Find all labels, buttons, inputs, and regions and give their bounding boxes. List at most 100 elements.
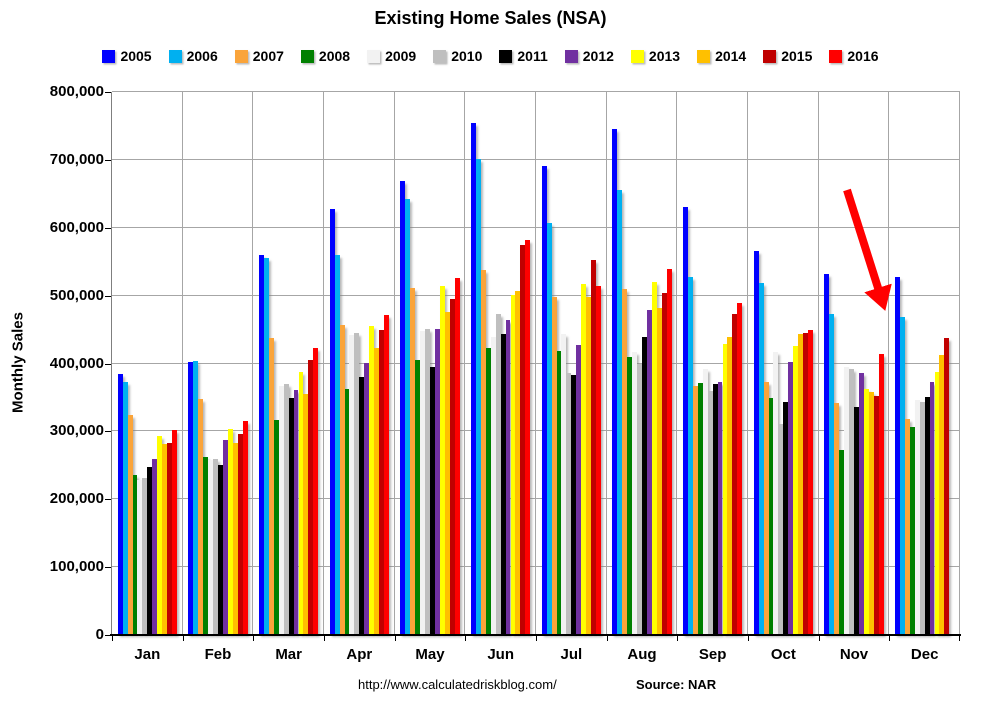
legend-label-2010: 2010 bbox=[451, 48, 483, 64]
bar-2015-may bbox=[449, 298, 455, 634]
legend-item-2009: 2009 bbox=[367, 48, 416, 64]
x-tick-label-dec: Dec bbox=[910, 646, 939, 663]
bar-2006-feb bbox=[193, 361, 199, 634]
bar-2014-feb bbox=[232, 443, 238, 634]
bar-2012-jul bbox=[576, 344, 582, 634]
bar-2011-feb bbox=[218, 465, 223, 634]
y-tick-label: 400,000 bbox=[49, 354, 104, 372]
bar-2010-mar bbox=[283, 384, 289, 634]
bar-2009-apr bbox=[349, 334, 355, 634]
bar-2009-sep bbox=[702, 369, 708, 634]
bar-2014-sep bbox=[727, 337, 733, 634]
bar-2005-dec bbox=[895, 276, 901, 634]
bar-2010-dec bbox=[919, 401, 925, 634]
bar-2013-jan bbox=[157, 436, 163, 634]
legend-swatch-2014 bbox=[697, 49, 711, 63]
gridline-vertical bbox=[959, 92, 960, 635]
legend-swatch-2009 bbox=[367, 49, 381, 63]
x-tick-mark bbox=[465, 636, 467, 641]
bar-2006-dec bbox=[900, 317, 905, 634]
bar-2014-apr bbox=[374, 347, 379, 634]
legend-item-2014: 2014 bbox=[697, 48, 746, 64]
bar-2013-may bbox=[439, 286, 445, 634]
legend-swatch-2016 bbox=[829, 49, 843, 63]
bar-2008-dec bbox=[909, 426, 915, 634]
legend-item-2012: 2012 bbox=[564, 48, 614, 64]
gridline-vertical bbox=[747, 92, 748, 635]
legend-swatch-2010 bbox=[433, 49, 447, 63]
legend-label-2012: 2012 bbox=[582, 48, 614, 64]
bar-2012-mar bbox=[293, 389, 299, 634]
bar-2008-apr bbox=[344, 388, 350, 634]
bar-2009-jun bbox=[490, 337, 496, 634]
legend-item-2006: 2006 bbox=[168, 48, 218, 64]
legend-swatch-2008 bbox=[300, 49, 314, 63]
bar-2007-aug bbox=[622, 288, 628, 634]
bar-2015-jun bbox=[520, 245, 526, 634]
gridline-vertical bbox=[181, 92, 183, 635]
bar-2012-jan bbox=[152, 458, 158, 634]
legend-label-2008: 2008 bbox=[318, 48, 351, 64]
gridline-horizontal bbox=[112, 362, 960, 364]
y-tick-mark bbox=[105, 227, 111, 229]
bar-2007-nov bbox=[834, 403, 840, 634]
legend-label-2016: 2016 bbox=[847, 48, 879, 64]
x-axis-line bbox=[110, 634, 961, 636]
gridline-vertical bbox=[888, 92, 890, 635]
bar-2016-may bbox=[454, 278, 460, 634]
bar-2013-aug bbox=[651, 281, 657, 634]
bar-2006-may bbox=[405, 198, 411, 634]
bar-2007-jun bbox=[480, 270, 486, 634]
bar-2008-aug bbox=[627, 357, 633, 634]
gridline-vertical bbox=[393, 92, 395, 635]
x-tick-label-jun: Jun bbox=[487, 646, 514, 663]
bar-2011-jul bbox=[571, 374, 577, 634]
bar-2016-oct bbox=[807, 329, 813, 634]
x-tick-label-apr: Apr bbox=[346, 646, 373, 663]
bar-2015-sep bbox=[732, 314, 738, 634]
x-tick-mark bbox=[112, 636, 113, 641]
x-tick-mark bbox=[253, 636, 255, 641]
x-tick-mark bbox=[748, 636, 749, 641]
bar-2010-apr bbox=[354, 333, 360, 634]
bar-2006-jan bbox=[122, 381, 128, 634]
bar-2013-sep bbox=[722, 343, 728, 634]
gridline-horizontal bbox=[112, 498, 960, 500]
bar-2006-aug bbox=[617, 190, 623, 634]
legend-swatch-2011 bbox=[499, 49, 513, 63]
bar-2006-sep bbox=[688, 276, 693, 634]
legend-swatch-2015 bbox=[763, 49, 777, 63]
bar-2015-oct bbox=[803, 332, 808, 634]
bar-2009-jul bbox=[561, 334, 567, 634]
bar-2011-may bbox=[430, 367, 435, 634]
bar-2011-dec bbox=[924, 397, 930, 634]
bar-2011-apr bbox=[359, 377, 365, 634]
bar-2015-nov bbox=[873, 396, 879, 634]
x-tick-label-sep: Sep bbox=[698, 646, 727, 663]
bar-2016-mar bbox=[313, 348, 319, 634]
x-tick-label-oct: Oct bbox=[770, 646, 796, 663]
bar-2007-oct bbox=[763, 381, 769, 634]
bar-2007-may bbox=[410, 287, 416, 634]
y-tick-label: 500,000 bbox=[49, 286, 104, 304]
bar-2014-may bbox=[444, 311, 450, 634]
bar-2014-oct bbox=[798, 334, 803, 634]
bar-2015-jul bbox=[591, 260, 596, 634]
bar-2009-jan bbox=[137, 479, 143, 634]
bar-2007-mar bbox=[268, 338, 274, 634]
bar-2007-jul bbox=[551, 296, 557, 634]
x-tick-label-aug: Aug bbox=[627, 646, 657, 663]
y-tick-mark bbox=[105, 635, 111, 636]
legend-swatch-2006 bbox=[168, 49, 182, 63]
bar-2014-jul bbox=[586, 297, 591, 634]
bar-2005-aug bbox=[612, 129, 618, 634]
bar-2005-jan bbox=[117, 374, 123, 634]
y-tick-mark bbox=[105, 431, 111, 433]
bar-2008-oct bbox=[768, 398, 774, 634]
bar-2012-may bbox=[434, 328, 440, 634]
bar-2007-feb bbox=[198, 399, 204, 634]
bar-2008-sep bbox=[697, 382, 703, 634]
bar-2009-dec bbox=[914, 399, 920, 634]
bar-2006-mar bbox=[264, 257, 269, 634]
